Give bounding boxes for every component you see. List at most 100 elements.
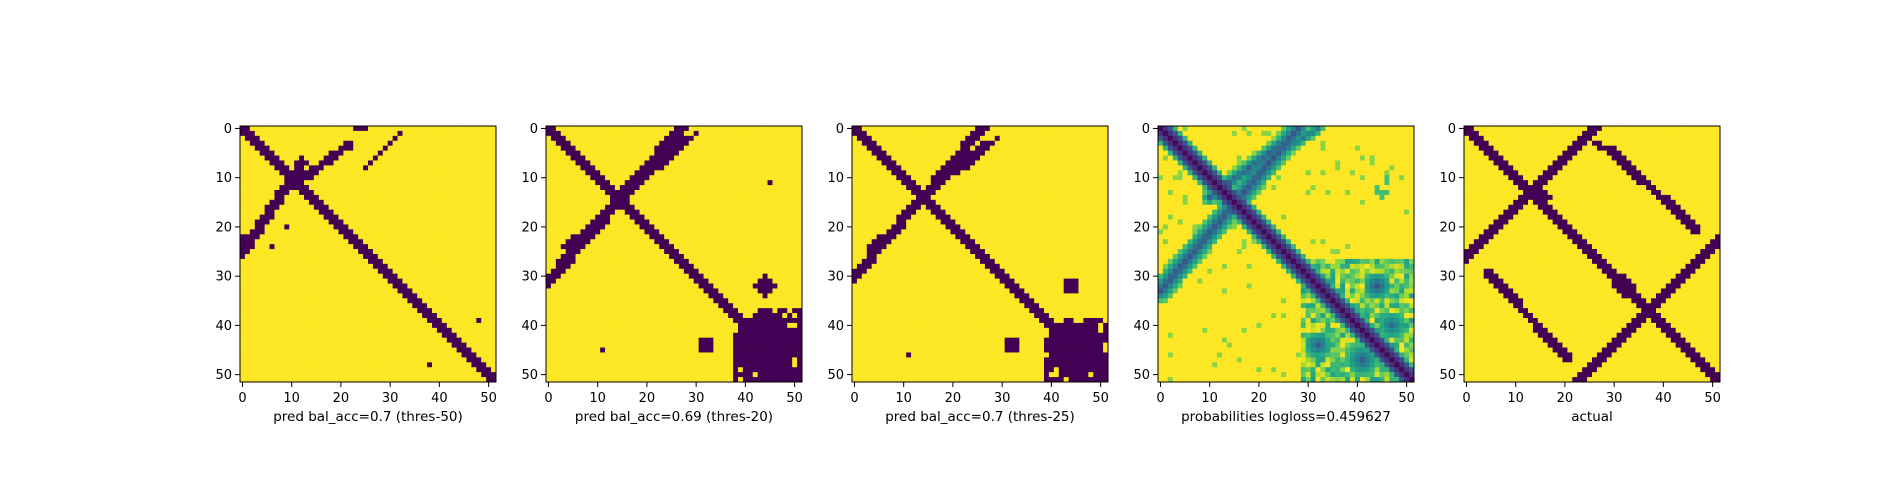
heatmap-cell [372,140,379,147]
heatmap-cell [446,332,453,339]
heatmap-cell [392,332,398,339]
heatmap-cell [368,229,374,235]
heatmap-cell [570,278,576,284]
heatmap-cell [304,357,310,363]
heatmap-cell [348,194,354,201]
heatmap-cell [678,283,685,289]
heatmap-cell [772,322,778,329]
heatmap-cell [757,135,763,142]
heatmap-cell [377,303,384,309]
heatmap-cell [550,263,557,270]
heatmap-cell [546,229,552,235]
heatmap-cell [619,332,626,339]
heatmap-cell [338,298,344,304]
heatmap-cell [412,288,418,294]
heatmap-cell [797,204,803,211]
heatmap-cell [382,150,389,156]
heatmap-cell [792,160,798,166]
heatmap-cell [294,352,300,358]
heatmap-cell [264,347,270,353]
heatmap-cell [634,288,640,294]
heatmap-cell [733,135,739,142]
heatmap-cell [634,170,640,176]
heatmap-cell [422,362,428,368]
heatmap-cell [392,367,398,373]
heatmap-cell [782,303,788,309]
heatmap-cell [688,308,695,314]
heatmap-cell [614,160,621,166]
heatmap-cell [372,199,379,206]
heatmap-cell [244,322,251,329]
heatmap-cell [471,318,477,324]
heatmap-cell [634,273,640,279]
heatmap-cell [767,150,773,156]
heatmap-cell [432,278,438,284]
heatmap-cell [575,278,581,284]
heatmap-cell [471,337,477,343]
heatmap-cell [471,135,477,142]
heatmap-cell [456,278,462,284]
heatmap-cell [605,244,611,250]
heatmap-cell [407,347,413,353]
heatmap-cell [747,293,754,299]
heatmap-cell [249,318,256,324]
heatmap-cell [299,357,305,363]
heatmap-cell [546,199,552,206]
heatmap-cell [688,185,695,191]
heatmap-cell [422,283,428,289]
heatmap-cell [590,288,596,294]
heatmap-cell [600,234,606,240]
heatmap-cell [397,352,403,358]
heatmap-cell [284,180,290,186]
heatmap-cell [318,234,325,240]
heatmap-cell [348,278,354,284]
heatmap-cell [363,204,369,211]
heatmap-cell [644,204,650,211]
heatmap-cell [441,229,448,235]
heatmap-cell [323,332,329,339]
heatmap-cell [777,194,783,201]
heatmap-cell [382,357,389,363]
heatmap-cell [422,327,428,334]
heatmap-cell [708,190,714,196]
heatmap-cell [441,254,448,260]
heatmap-cell [294,357,300,363]
heatmap-cell [614,140,621,147]
heatmap-cell [654,308,660,314]
heatmap-cell [441,293,448,299]
heatmap-cell [417,160,423,166]
heatmap-cell [486,258,492,265]
heatmap-cell [254,322,261,329]
heatmap-cell [674,135,680,142]
heatmap-cell [486,318,492,324]
heatmap-cell [580,234,586,240]
heatmap-cell [402,126,408,132]
heatmap-cell [629,130,635,137]
heatmap-cell [560,249,567,255]
heatmap-cell [752,283,759,289]
heatmap-cell [397,254,403,260]
heatmap-cell [708,278,714,284]
heatmap-cell [274,234,280,240]
heatmap-cell [299,239,305,245]
heatmap-cell [659,165,665,171]
heatmap-cell [407,308,413,314]
heatmap-cell [358,293,364,299]
heatmap-cell [733,190,739,196]
heatmap-cell [585,254,591,260]
heatmap-cell [585,155,591,161]
heatmap-cell [417,347,423,353]
heatmap-cell [600,258,606,265]
heatmap-cell [377,318,384,324]
heatmap-cell [387,313,393,319]
heatmap-cell [600,135,606,142]
heatmap-cell [387,362,393,368]
heatmap-cell [353,298,359,304]
heatmap-cell [284,313,290,319]
heatmap-cell [728,263,734,270]
heatmap-cell [619,234,626,240]
heatmap-cell [669,180,675,186]
heatmap-cell [742,278,749,284]
heatmap-cell [299,288,305,294]
heatmap-cell [348,322,354,329]
